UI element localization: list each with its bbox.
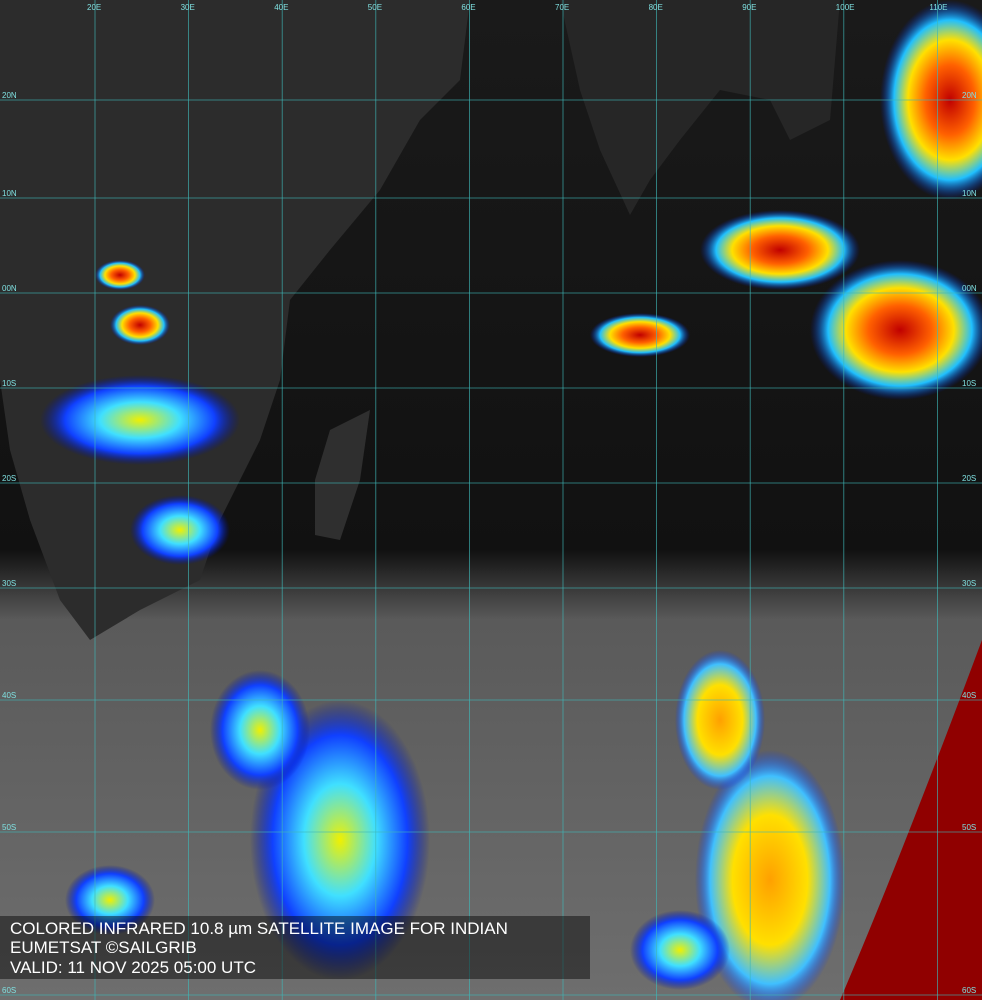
cloud (65, 865, 155, 935)
latitude-label: 50S (2, 823, 16, 832)
asia (560, 0, 840, 215)
longitude-label: 110E (929, 3, 947, 12)
longitude-label: 20E (87, 3, 101, 12)
latitude-label: 00N (2, 284, 17, 293)
latitude-label: 20N (962, 91, 977, 100)
latitude-label: 00N (962, 284, 977, 293)
cloud (40, 375, 240, 465)
cloud (590, 313, 690, 357)
longitude-label: 40E (274, 3, 288, 12)
cloud (210, 670, 310, 790)
longitude-label: 80E (649, 3, 663, 12)
cloud (695, 750, 845, 1000)
cloud (700, 210, 860, 290)
latitude-label: 20N (2, 91, 17, 100)
cloud (95, 260, 145, 290)
latitude-label: 60S (962, 986, 976, 995)
caption-box (0, 916, 590, 979)
caption-line: EUMETSAT ©SAILGRIB (10, 938, 197, 957)
longitude-label: 100E (836, 3, 855, 12)
latitude-label: 20S (962, 474, 976, 483)
madagascar (315, 410, 370, 540)
latitude-label: 10N (962, 189, 977, 198)
earth-limb (840, 640, 982, 1000)
africa (0, 0, 470, 640)
latitude-label: 30S (2, 579, 16, 588)
latitude-label: 60S (2, 986, 16, 995)
longitude-label: 60E (461, 3, 475, 12)
latitude-label: 10N (2, 189, 17, 198)
cloud (110, 305, 170, 345)
latitude-label: 40S (962, 691, 976, 700)
caption-line: COLORED INFRARED 10.8 µm SATELLITE IMAGE… (10, 919, 508, 938)
longitude-label: 70E (555, 3, 569, 12)
latitude-label: 30S (962, 579, 976, 588)
latitude-label: 10S (962, 379, 976, 388)
longitude-label: 50E (368, 3, 382, 12)
latitude-label: 20S (2, 474, 16, 483)
latitude-label: 50S (962, 823, 976, 832)
latitude-label: 10S (2, 379, 16, 388)
cloud (630, 910, 730, 990)
latitude-label: 40S (2, 691, 16, 700)
cloud (130, 495, 230, 565)
cloud (810, 260, 982, 400)
longitude-label: 90E (742, 3, 756, 12)
longitude-label: 30E (181, 3, 195, 12)
caption-line: VALID: 11 NOV 2025 05:00 UTC (10, 958, 256, 977)
cloud (675, 650, 765, 790)
